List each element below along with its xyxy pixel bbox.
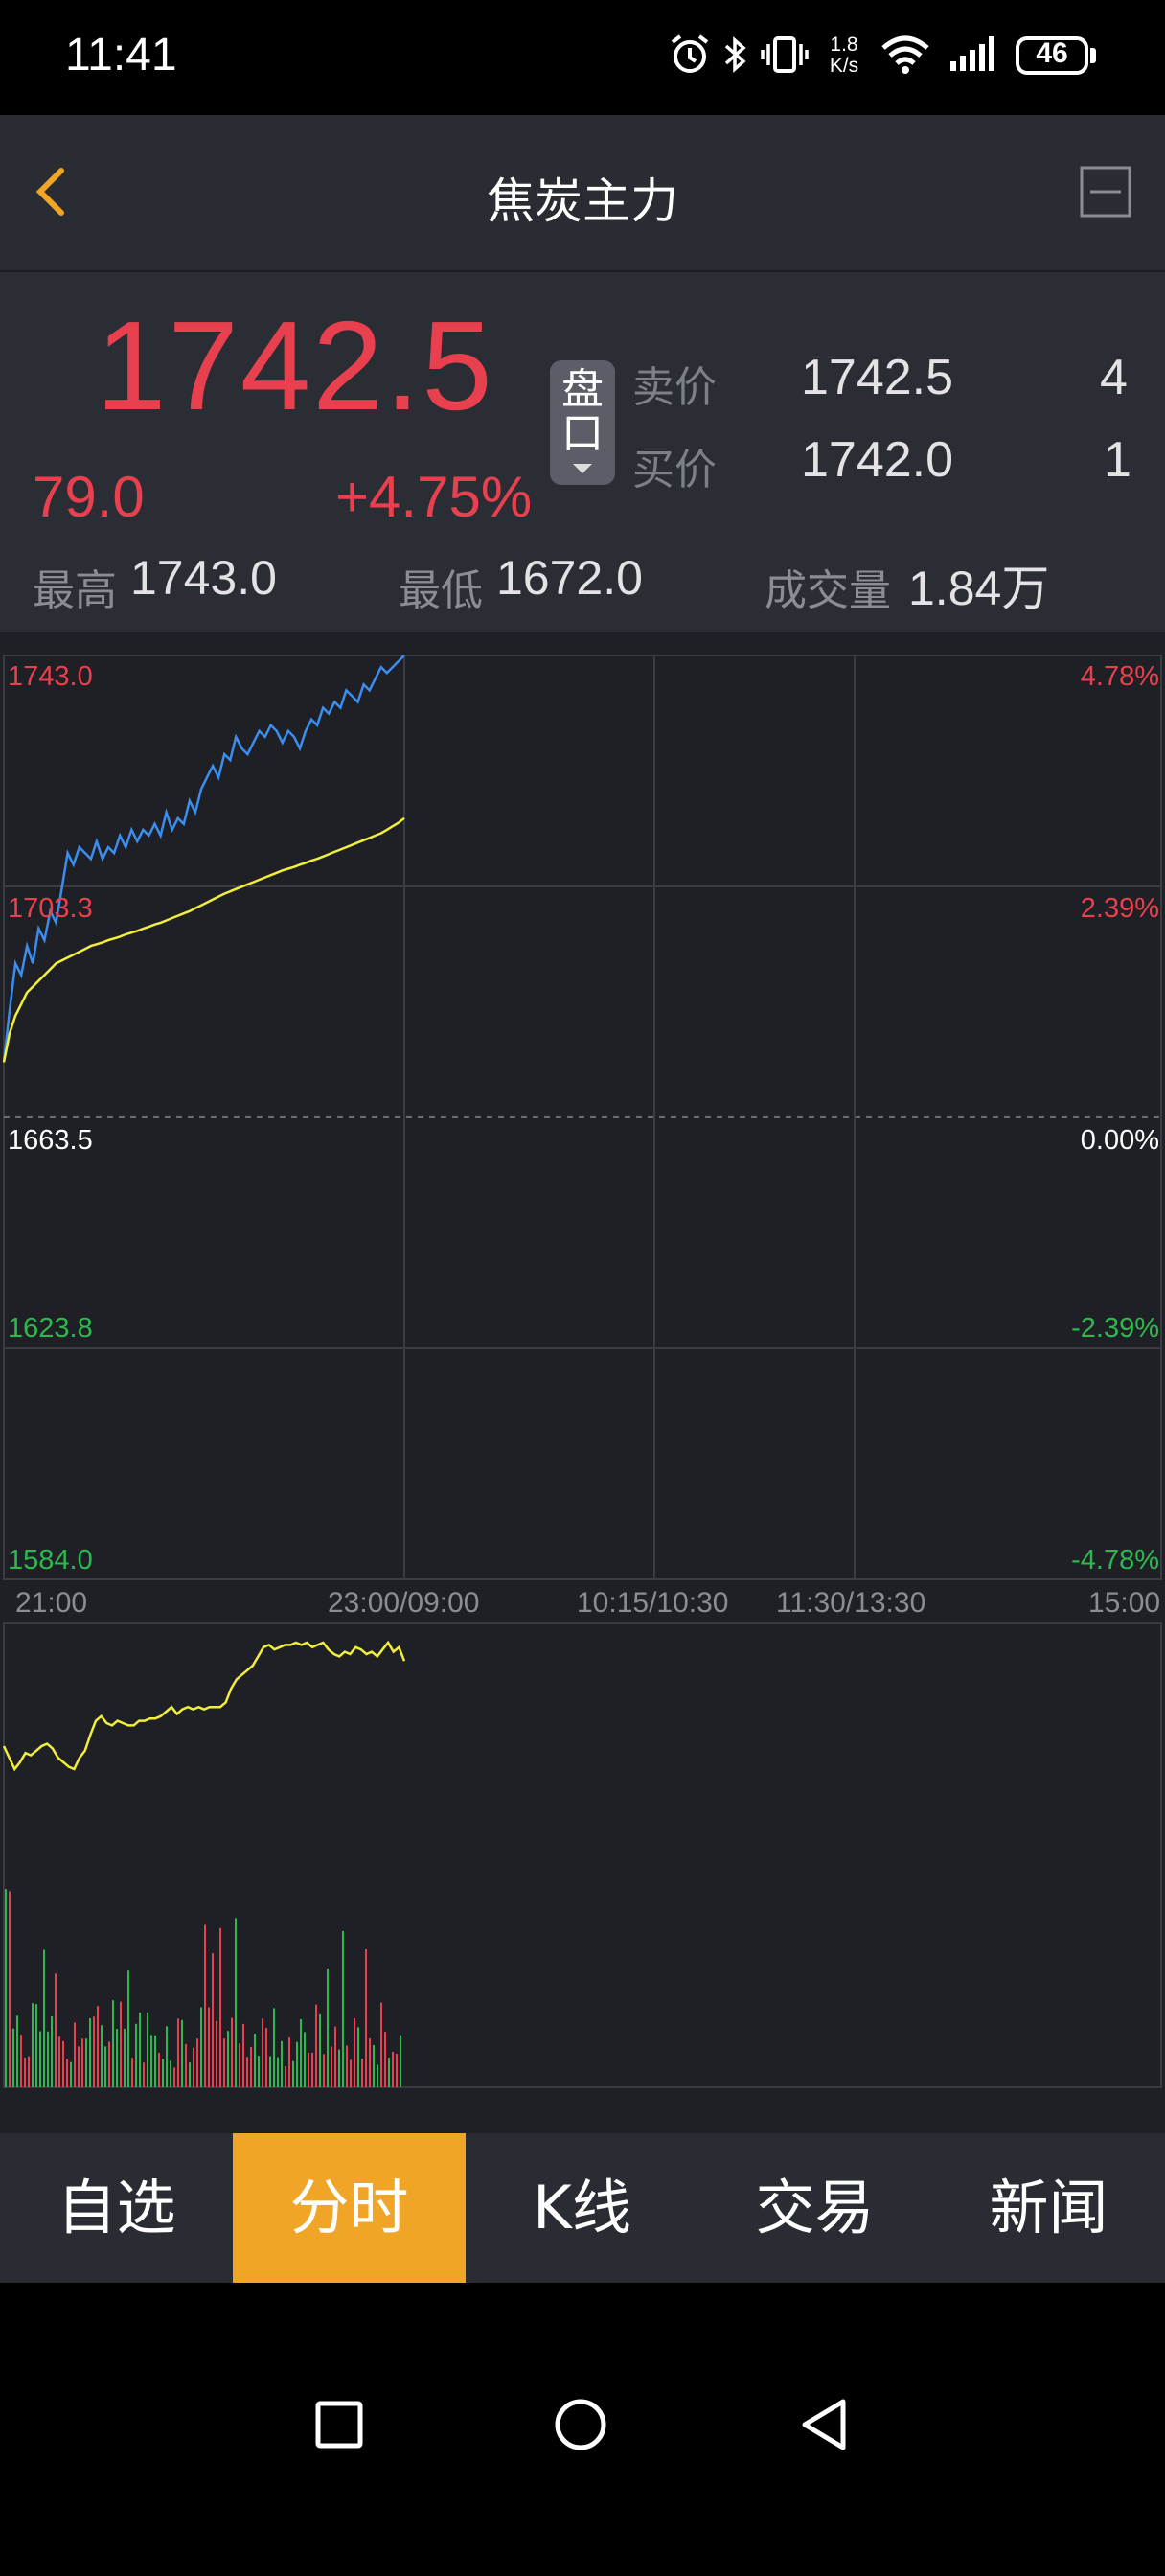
ask-label: 卖价 [632, 363, 717, 412]
volume-value: 1.84万 [908, 562, 1050, 615]
bid-volume: 1 [1104, 432, 1131, 488]
system-nav-bar [0, 2283, 1165, 2576]
tab-kline[interactable]: K线 [533, 2173, 631, 2242]
vibrate-icon [761, 36, 809, 73]
bid-label: 买价 [632, 446, 717, 494]
quote-panel: 1742.5 79.0 +4.75% 盘口 卖价 1742.5 4 买价 174… [0, 272, 1165, 632]
y-label-right-3: -2.39% [1071, 1313, 1159, 1344]
dropdown-triangle-icon [573, 464, 592, 473]
tab-news[interactable]: 新闻 [989, 2173, 1108, 2242]
low-label: 最低 [399, 566, 483, 615]
battery-tip [1090, 48, 1096, 63]
order-book-toggle-button[interactable]: 盘口 [550, 360, 615, 485]
bid-price: 1742.0 [801, 432, 954, 488]
y-label-right-4: -4.78% [1071, 1545, 1159, 1576]
last-price: 1742.5 [96, 295, 494, 436]
price-change-percent: +4.75% [335, 465, 533, 529]
header: 焦炭主力 [0, 115, 1165, 272]
home-circle-icon[interactable] [554, 2398, 607, 2451]
back-triangle-icon[interactable] [797, 2398, 851, 2451]
y-label-right-1: 2.39% [1080, 893, 1159, 924]
price-line [2, 655, 405, 1063]
y-label-left-0: 1743.0 [8, 661, 93, 692]
x-label-1: 23:00/09:00 [328, 1587, 480, 1619]
low-value: 1672.0 [496, 551, 643, 605]
net-speed-unit: K/s [829, 55, 859, 77]
high-label: 最高 [33, 566, 117, 615]
net-speed-value: 1.8 [830, 34, 858, 56]
y-label-right-0: 4.78% [1080, 661, 1159, 692]
volume-panel-border [3, 1622, 1162, 2088]
intraday-chart-svg [2, 655, 1162, 2088]
y-label-left-1: 1703.3 [8, 893, 93, 924]
ask-price: 1742.5 [801, 350, 954, 405]
alarm-icon [671, 34, 709, 73]
price-change: 79.0 [33, 465, 145, 529]
high-value: 1743.0 [130, 551, 277, 605]
tab-intraday[interactable]: 分时 [233, 2133, 466, 2283]
status-time: 11:41 [65, 30, 177, 80]
x-label-2: 10:15/10:30 [577, 1587, 729, 1619]
wifi-icon [881, 35, 929, 74]
tab-watchlist[interactable]: 自选 [57, 2173, 176, 2242]
volume-label: 成交量 [765, 566, 891, 615]
average-price-line [2, 816, 405, 1063]
y-label-right-2: 0.00% [1080, 1125, 1159, 1156]
bluetooth-icon [724, 36, 746, 73]
ask-volume: 4 [1100, 350, 1128, 405]
chevron-left-icon[interactable] [23, 157, 80, 226]
tab-trade[interactable]: 交易 [755, 2173, 875, 2242]
bottom-tab-bar: 自选 分时 K线 交易 新闻 [0, 2133, 1165, 2283]
net-speed: 1.8 K/s [820, 34, 868, 77]
signal-icon [950, 36, 994, 71]
battery-icon: 46 [1016, 36, 1088, 75]
intraday-chart[interactable]: 1743.0 1703.3 1663.5 1623.8 1584.0 4.78%… [0, 632, 1165, 2133]
recents-square-icon[interactable] [314, 2400, 364, 2450]
battery-level: 46 [1036, 37, 1068, 69]
minimize-box-icon[interactable] [1079, 165, 1132, 218]
x-label-4: 15:00 [1088, 1587, 1161, 1619]
status-bar: 11:41 1.8 K/s 46 [0, 0, 1165, 115]
x-label-0: 21:00 [15, 1587, 88, 1619]
y-label-left-4: 1584.0 [8, 1545, 93, 1576]
page-title: 焦炭主力 [487, 173, 678, 229]
order-book-toggle-label: 盘口 [561, 365, 604, 458]
x-label-3: 11:30/13:30 [776, 1587, 926, 1619]
y-label-left-2: 1663.5 [8, 1125, 93, 1156]
open-interest-line [2, 1640, 406, 1772]
y-label-left-3: 1623.8 [8, 1313, 93, 1344]
